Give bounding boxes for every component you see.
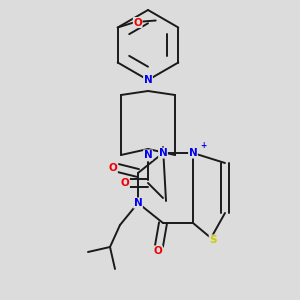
Text: N: N xyxy=(189,148,197,158)
Text: N: N xyxy=(144,150,152,160)
Text: O: O xyxy=(121,178,129,188)
Text: N: N xyxy=(134,198,142,208)
Text: O: O xyxy=(133,17,142,28)
Text: S: S xyxy=(209,235,217,245)
Text: O: O xyxy=(109,163,117,173)
Text: O: O xyxy=(154,246,162,256)
Text: N: N xyxy=(159,148,167,158)
Text: N: N xyxy=(144,75,152,85)
Text: +: + xyxy=(200,140,206,149)
